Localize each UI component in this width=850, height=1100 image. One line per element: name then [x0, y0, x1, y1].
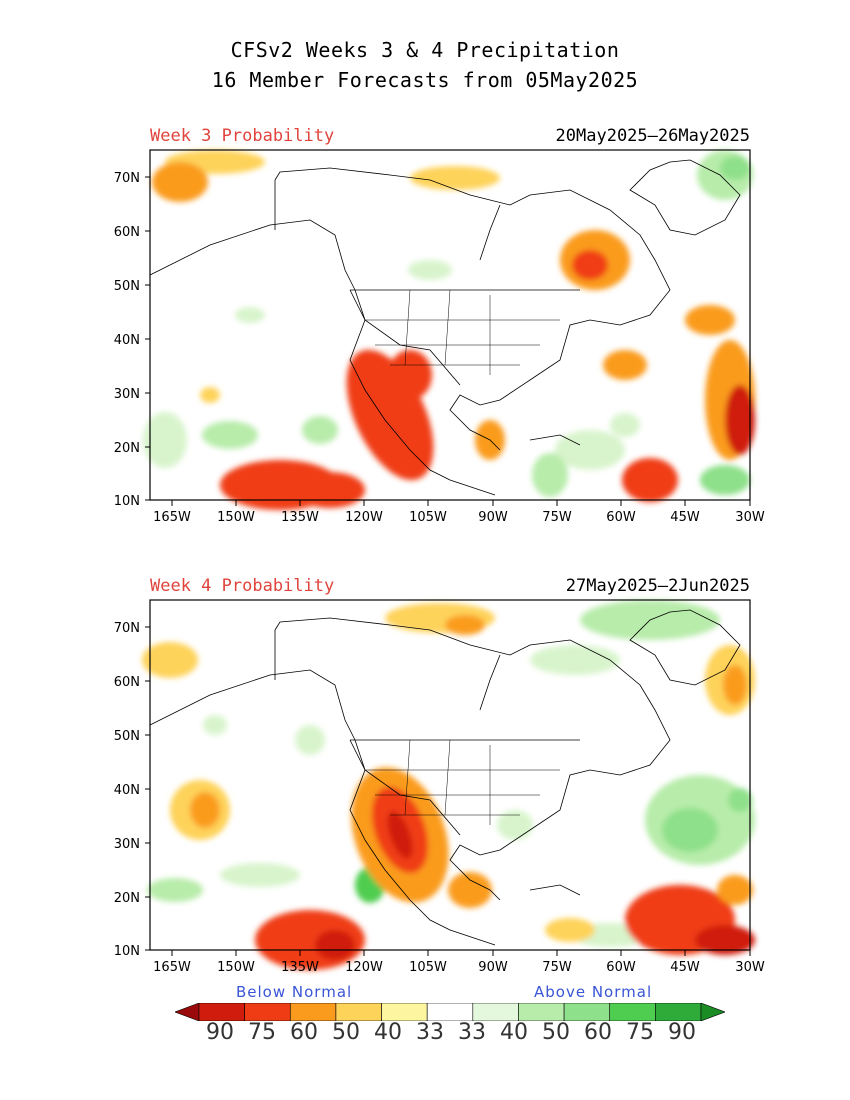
week4-field	[142, 600, 755, 970]
week4-lat-ticks: 70N 60N 50N 40N 30N 20N 10N	[114, 621, 150, 959]
colorbar-label: 90	[668, 1020, 696, 1045]
week3-coastlines	[149, 159, 741, 496]
lat-tick: 10N	[114, 494, 140, 509]
lon-tick: 75W	[542, 960, 572, 975]
below-normal-label: Below Normal	[236, 983, 353, 1001]
lon-tick: 165W	[153, 960, 191, 975]
lat-tick: 70N	[114, 621, 140, 636]
colorbar-label: 40	[374, 1020, 402, 1045]
colorbar-label: 60	[290, 1020, 318, 1045]
lon-tick: 90W	[478, 960, 508, 975]
colorbar-swatch	[563, 1003, 611, 1021]
lon-tick: 150W	[217, 510, 255, 525]
colorbar-label: 50	[332, 1020, 360, 1045]
week4-label: Week 4 Probability	[150, 576, 335, 596]
lat-tick: 40N	[114, 333, 140, 348]
lat-tick: 50N	[114, 279, 140, 294]
title-line-2: 16 Member Forecasts from 05May2025	[211, 68, 639, 92]
lon-tick: 90W	[478, 510, 508, 525]
week4-us-states	[365, 739, 560, 825]
lat-tick: 60N	[114, 225, 140, 240]
week4-lon-ticks: 165W 150W 135W 120W 105W 90W 75W 60W 45W…	[153, 950, 765, 975]
lat-tick: 20N	[114, 441, 140, 456]
lat-tick: 30N	[114, 387, 140, 402]
lat-tick: 70N	[114, 171, 140, 186]
week3-frame	[149, 149, 751, 501]
lon-tick: 135W	[281, 960, 319, 975]
lon-tick: 45W	[670, 960, 700, 975]
lon-tick: 105W	[409, 960, 447, 975]
colorbar-label: 75	[248, 1020, 276, 1045]
week3-label: Week 3 Probability	[150, 126, 335, 146]
week3-map: 70N 60N 50N 40N 30N 20N 10N 165W 150W 13…	[114, 149, 765, 525]
colorbar-swatch	[655, 1003, 702, 1021]
colorbar-arrow-left	[175, 1003, 200, 1021]
lon-tick: 120W	[345, 960, 383, 975]
lat-tick: 30N	[114, 837, 140, 852]
week3-dates: 20May2025—26May2025	[555, 126, 750, 146]
lon-tick: 30W	[735, 510, 765, 525]
lat-tick: 60N	[114, 675, 140, 690]
colorbar-swatch	[518, 1003, 565, 1021]
colorbar-label: 40	[500, 1020, 528, 1045]
above-normal-label: Above Normal	[534, 983, 653, 1001]
week3-us-states	[365, 289, 560, 375]
colorbar-swatch	[289, 1003, 337, 1021]
lon-tick: 120W	[345, 510, 383, 525]
week4-map: 70N 60N 50N 40N 30N 20N 10N 165W 150W 13…	[114, 599, 765, 975]
colorbar-arrow-right	[700, 1003, 725, 1021]
week4-dates: 27May2025—2Jun2025	[565, 576, 750, 596]
lon-tick: 165W	[153, 510, 191, 525]
lon-tick: 60W	[606, 960, 636, 975]
colorbar-label: 33	[458, 1020, 486, 1045]
lon-tick: 105W	[409, 510, 447, 525]
lat-tick: 10N	[114, 944, 140, 959]
colorbar-label: 50	[542, 1020, 570, 1045]
lon-tick: 30W	[735, 960, 765, 975]
colorbar-swatch	[381, 1003, 428, 1021]
lat-tick: 50N	[114, 729, 140, 744]
colorbar-label: 75	[626, 1020, 654, 1045]
colorbar-swatch	[609, 1003, 656, 1021]
lon-tick: 60W	[606, 510, 636, 525]
colorbar-swatch	[426, 1003, 474, 1021]
week4-frame	[149, 599, 751, 951]
colorbar-swatch	[335, 1003, 382, 1021]
lat-tick: 20N	[114, 891, 140, 906]
colorbar-label: 90	[206, 1020, 234, 1045]
lon-tick: 75W	[542, 510, 572, 525]
lon-tick: 135W	[281, 510, 319, 525]
week3-lon-ticks: 165W 150W 135W 120W 105W 90W 75W 60W 45W…	[153, 500, 765, 525]
lon-tick: 45W	[670, 510, 700, 525]
colorbar-swatch	[244, 1003, 291, 1021]
lat-tick: 40N	[114, 783, 140, 798]
colorbar-label: 33	[416, 1020, 444, 1045]
lon-tick: 150W	[217, 960, 255, 975]
colorbar-swatch	[198, 1003, 245, 1021]
week3-field	[143, 150, 755, 510]
colorbar-labels: 90 75 60 50 40 33 33 40 50 60 75 90	[175, 1020, 735, 1050]
week3-lat-ticks: 70N 60N 50N 40N 30N 20N 10N	[114, 171, 150, 509]
title-line-1: CFSv2 Weeks 3 & 4 Precipitation	[230, 38, 620, 62]
colorbar-label: 60	[584, 1020, 612, 1045]
colorbar	[175, 1003, 725, 1021]
colorbar-swatch	[472, 1003, 519, 1021]
